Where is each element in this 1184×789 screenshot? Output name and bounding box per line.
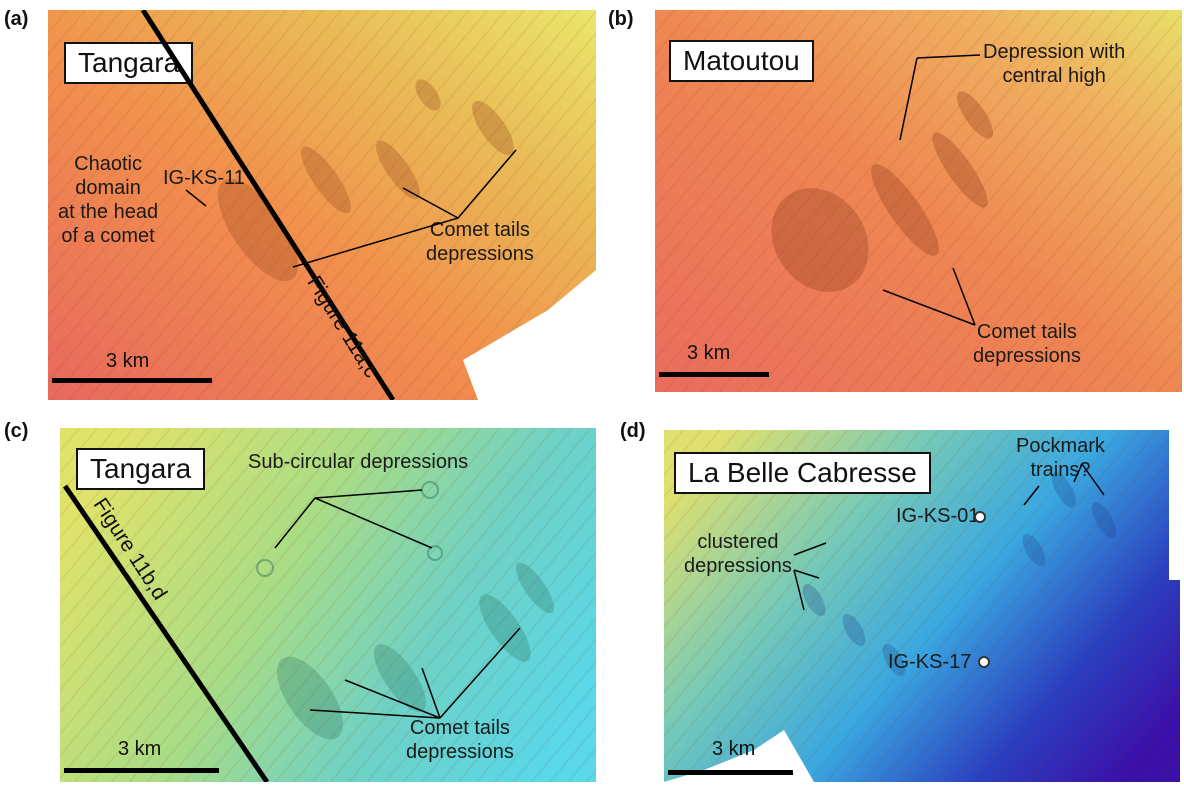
panel-a-title: Tangara (64, 42, 194, 84)
panel-b-label: (b) (608, 8, 634, 30)
panel-c-label: (c) (4, 420, 29, 442)
depression-central-high-label: Depression with central high (983, 41, 1126, 87)
map-panel-d: La Belle Cabresse Pockmark trains? IG-KS… (664, 430, 1180, 782)
profile-line-a (140, 10, 396, 400)
comet-tails-label-c: Comet tails depressions (406, 717, 514, 763)
leader-lines-c (62, 484, 521, 782)
panel-c-title: Tangara (76, 448, 206, 490)
leader-lines-b (882, 54, 981, 326)
profile-line-c (62, 484, 270, 782)
clustered-depressions-label: clustered depressions (684, 531, 792, 577)
map-panel-a: Tangara Chaotic domain at the head of a … (48, 10, 596, 400)
panel-d-label: (d) (620, 420, 646, 442)
scale-label-a: 3 km (106, 350, 150, 372)
chaotic-domain-label: Chaotic domain at the head of a comet (58, 153, 159, 247)
comet-tails-label-a: Comet tails depressions (426, 219, 534, 265)
leader-lines-d (793, 463, 1105, 611)
core-label-ig-ks-11: IG-KS-11 (163, 167, 245, 189)
core-label-ig-ks-01: IG-KS-01 (896, 505, 980, 527)
scale-label-b: 3 km (687, 342, 731, 364)
panel-d-title: La Belle Cabresse (674, 452, 931, 494)
pockmark-trains-label: Pockmark trains? (1016, 435, 1105, 481)
scale-label-d: 3 km (712, 738, 756, 760)
scale-label-c: 3 km (118, 738, 162, 760)
panel-b-title: Matoutou (669, 40, 814, 82)
comet-tails-label-b: Comet tails depressions (973, 321, 1081, 367)
map-panel-c: Tangara Sub-circular depressions Comet t… (60, 428, 596, 782)
core-marker-ig-ks-17 (978, 656, 990, 668)
leader-lines-a (140, 10, 517, 400)
panel-a-label: (a) (4, 8, 29, 30)
map-panel-b: Matoutou Depression with central high Co… (655, 10, 1182, 392)
core-marker-ig-ks-01 (974, 511, 986, 523)
sub-circular-label: Sub-circular depressions (248, 451, 469, 473)
core-label-ig-ks-17: IG-KS-17 (888, 651, 972, 673)
